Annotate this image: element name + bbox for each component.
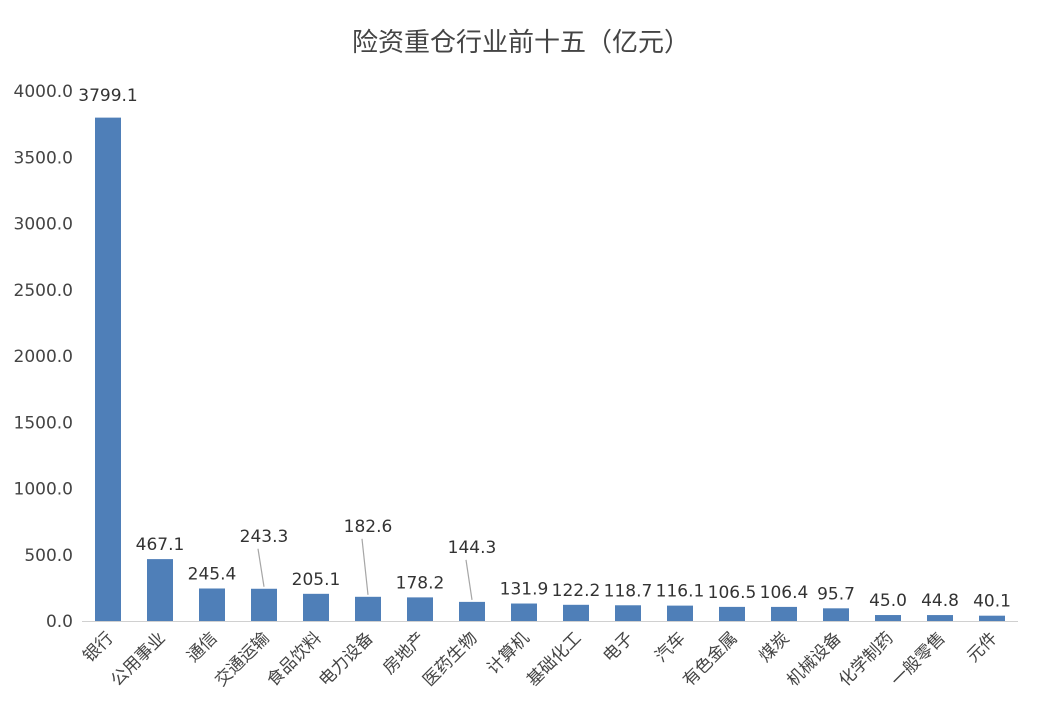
y-tick-label: 2000.0	[14, 347, 73, 367]
data-label: 40.1	[973, 592, 1011, 612]
x-tick-label: 食品饮料	[263, 628, 325, 690]
x-tick-label: 银行	[79, 628, 117, 666]
y-tick-label: 1500.0	[14, 413, 73, 433]
bar	[771, 606, 797, 621]
chart-title: 险资重仓行业前十五（亿元）	[351, 28, 690, 58]
bar	[355, 596, 381, 621]
bar	[459, 601, 485, 621]
x-tick-label: 有色金属	[679, 628, 741, 690]
data-label: 106.5	[708, 583, 757, 603]
bar	[95, 117, 121, 621]
data-label: 205.1	[292, 570, 341, 590]
x-tick-label: 基础化工	[523, 628, 585, 690]
data-label-leader	[361, 538, 369, 595]
x-tick-label: 一般零售	[887, 628, 949, 690]
bar	[147, 559, 173, 621]
bar	[563, 604, 589, 621]
bar	[251, 588, 277, 621]
data-label: 116.1	[656, 582, 705, 602]
data-label: 182.6	[344, 517, 393, 537]
y-tick-label: 2500.0	[14, 281, 73, 301]
y-tick-label: 1000.0	[14, 480, 73, 500]
data-label: 118.7	[604, 581, 653, 601]
bar	[823, 608, 849, 621]
data-label: 44.8	[921, 591, 959, 611]
data-label: 106.4	[760, 583, 809, 603]
data-label: 45.0	[869, 591, 907, 611]
y-tick-label: 3500.0	[14, 148, 73, 168]
bar	[927, 615, 953, 621]
x-tick-label: 通信	[183, 628, 221, 666]
x-tick-label: 医药生物	[419, 628, 481, 690]
x-tick-label: 煤炭	[755, 628, 793, 666]
bar	[615, 605, 641, 621]
x-tick-label: 交通运输	[211, 628, 273, 690]
x-tick-label: 机械设备	[783, 628, 845, 690]
x-tick-label: 电子	[599, 628, 637, 666]
bar	[407, 597, 433, 621]
bar	[511, 603, 537, 621]
data-label: 122.2	[552, 581, 601, 601]
data-label: 131.9	[500, 580, 549, 600]
y-tick-label: 4000.0	[14, 82, 73, 102]
x-tick-label: 房地产	[379, 628, 429, 678]
data-label: 245.4	[188, 564, 237, 584]
data-label: 467.1	[136, 535, 185, 555]
data-label-leader	[465, 559, 473, 600]
bar	[667, 605, 693, 621]
y-tick-label: 0.0	[46, 612, 73, 632]
data-label: 178.2	[396, 573, 445, 593]
data-label-leader	[257, 548, 265, 587]
bar	[719, 606, 745, 621]
x-tick-label: 汽车	[651, 628, 689, 666]
data-label: 144.3	[448, 538, 497, 558]
data-label: 243.3	[240, 527, 289, 547]
bar	[303, 593, 329, 621]
bar	[875, 615, 901, 621]
bar	[199, 588, 225, 621]
bar	[979, 615, 1005, 621]
data-label: 3799.1	[78, 86, 137, 106]
x-tick-label: 元件	[963, 628, 1001, 666]
x-tick-label: 公用事业	[107, 628, 169, 690]
y-tick-label: 500.0	[24, 546, 73, 566]
x-tick-label: 计算机	[483, 628, 533, 678]
x-tick-label: 电力设备	[315, 628, 377, 690]
y-tick-label: 3000.0	[14, 215, 73, 235]
data-label: 95.7	[817, 584, 855, 604]
x-tick-label: 化学制药	[835, 628, 897, 690]
